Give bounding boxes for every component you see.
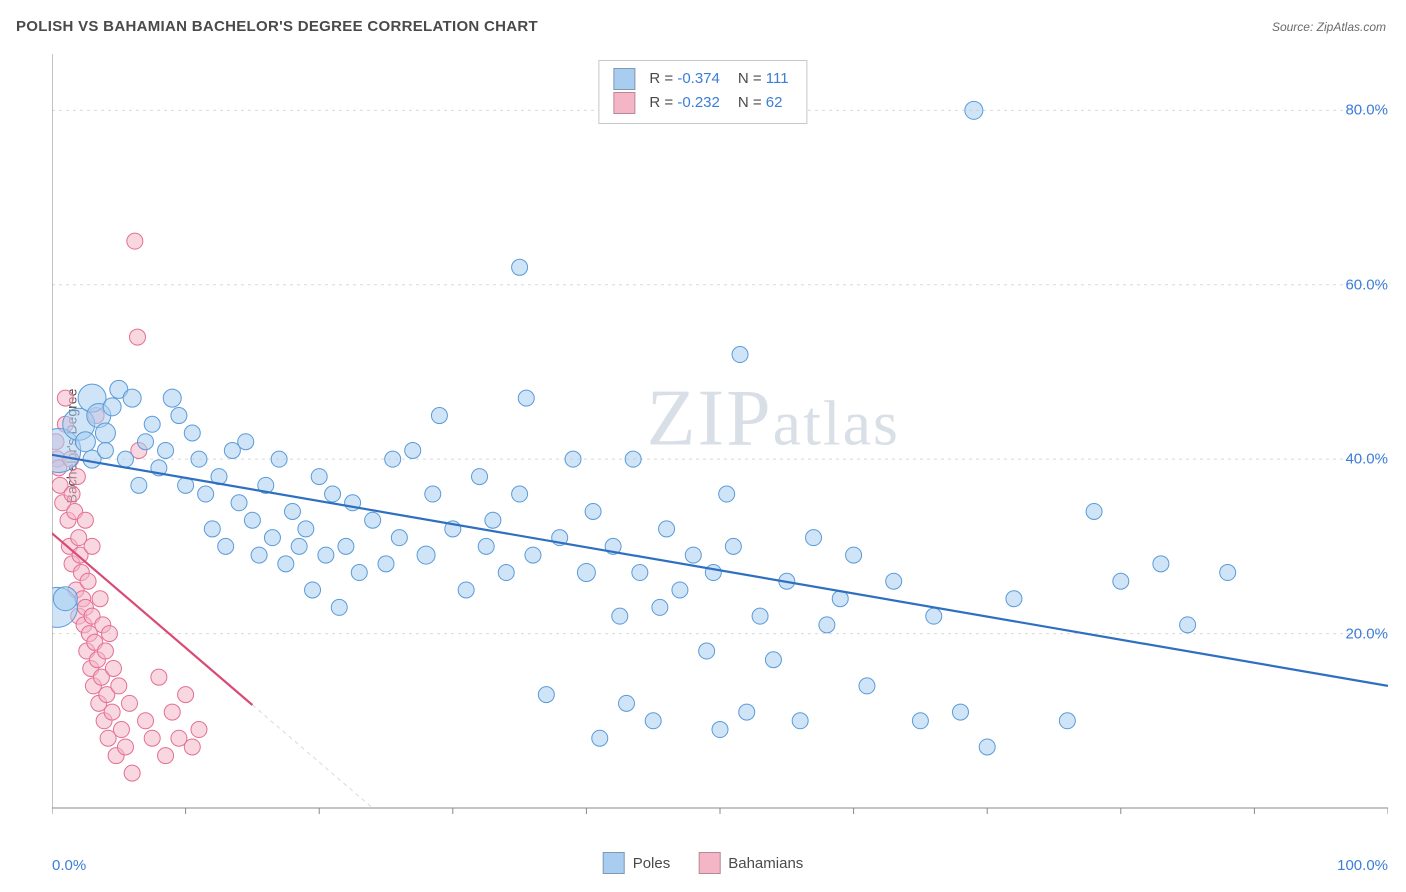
source-label: Source: ZipAtlas.com — [1272, 20, 1386, 34]
y-tick-label: 80.0% — [1345, 102, 1388, 119]
x-min-label: 0.0% — [52, 857, 86, 874]
correlation-legend: R = -0.374N = 111 R = -0.232N = 62 — [598, 60, 807, 124]
y-tick-label: 60.0% — [1345, 276, 1388, 293]
legend-label: Bahamians — [728, 855, 803, 872]
x-max-label: 100.0% — [1337, 857, 1388, 874]
legend-label: Poles — [633, 855, 671, 872]
legend-row-bahamians: R = -0.232N = 62 — [613, 91, 788, 115]
y-tick-label: 20.0% — [1345, 625, 1388, 642]
scatter-plot — [52, 54, 1388, 826]
legend-item-poles: Poles — [603, 852, 671, 874]
plot-svg — [52, 54, 1388, 826]
y-tick-label: 40.0% — [1345, 451, 1388, 468]
legend-row-poles: R = -0.374N = 111 — [613, 67, 788, 91]
legend-item-bahamians: Bahamians — [698, 852, 803, 874]
swatch-poles-icon — [603, 852, 625, 874]
chart-title: POLISH VS BAHAMIAN BACHELOR'S DEGREE COR… — [16, 18, 538, 35]
series-legend: Poles Bahamians — [603, 852, 804, 874]
swatch-bahamians — [613, 92, 635, 114]
swatch-poles — [613, 68, 635, 90]
swatch-bahamians-icon — [698, 852, 720, 874]
